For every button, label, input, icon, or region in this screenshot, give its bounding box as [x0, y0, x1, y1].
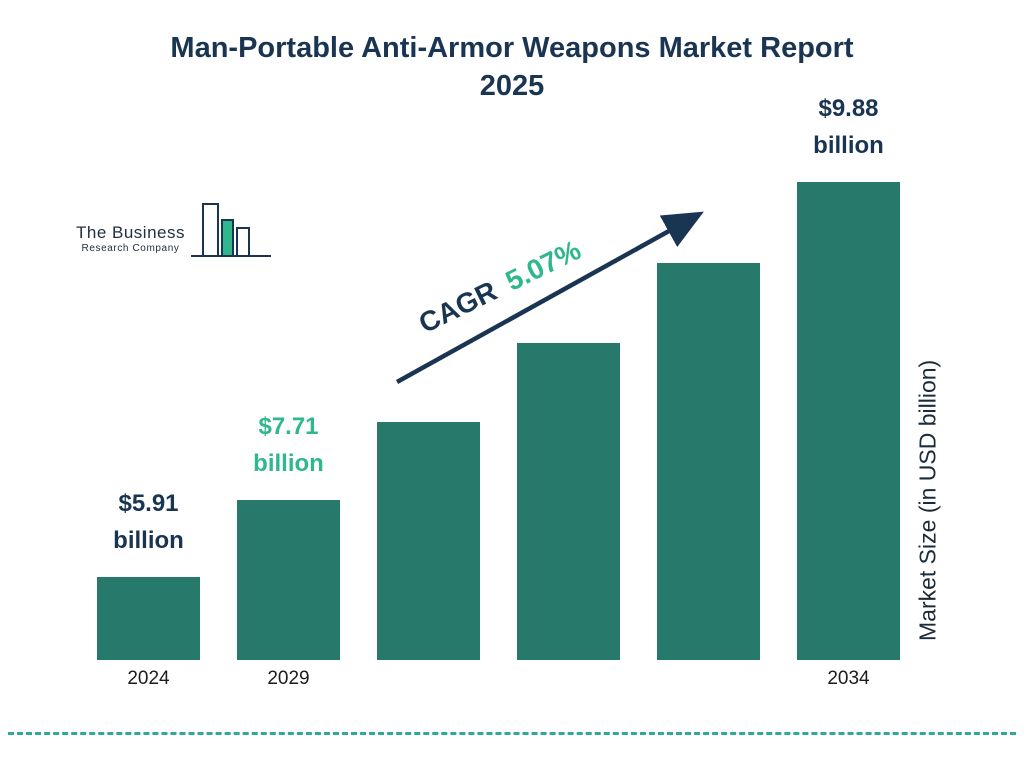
bar-chart-logo-icon	[191, 203, 271, 257]
bar-2029	[237, 500, 340, 660]
cagr-label: CAGR5.07%	[414, 234, 586, 340]
logo-name-line2: Research Company	[81, 243, 180, 254]
value-label-unit: billion	[113, 526, 184, 554]
value-label-2024: $5.91 billion	[74, 485, 224, 559]
value-label-unit: billion	[813, 131, 884, 159]
bar-series-3	[377, 422, 480, 660]
bar-2024	[97, 577, 200, 660]
company-logo-text: The Business Research Company	[76, 223, 185, 262]
value-label-amount: $9.88	[818, 94, 879, 122]
bar-2034	[797, 182, 900, 660]
value-label-2034: $9.88 billion	[774, 90, 924, 164]
cagr-prefix-text: CAGR	[413, 275, 502, 340]
value-label-2029: $7.71 billion	[214, 408, 364, 482]
chart-title-line2: 2025	[479, 69, 545, 102]
cagr-value-text: 5.07%	[500, 234, 586, 297]
logo-name-line1: The Business	[76, 223, 185, 242]
chart-title-line1: Man-Portable Anti-Armor Weapons Market R…	[170, 32, 854, 64]
x-axis-label-2024: 2024	[127, 668, 170, 689]
company-logo: The Business Research Company	[76, 198, 273, 262]
bar-series-5	[657, 263, 760, 660]
y-axis-title: Market Size (in USD billion)	[914, 359, 941, 641]
value-label-amount: $5.91	[118, 489, 179, 517]
chart-title: Man-Portable Anti-Armor Weapons Market R…	[0, 30, 1024, 105]
bottom-dashed-divider	[8, 732, 1016, 735]
bar-series-4	[517, 343, 620, 660]
x-axis-label-2029: 2029	[267, 668, 310, 689]
value-label-unit: billion	[253, 449, 324, 477]
value-label-amount: $7.71	[258, 412, 319, 440]
x-axis-label-2034: 2034	[827, 668, 870, 689]
